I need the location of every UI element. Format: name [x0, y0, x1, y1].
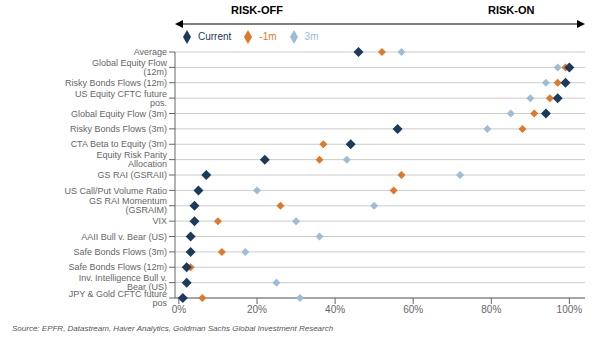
svg-text:JPY & Gold CFTC futurepos: JPY & Gold CFTC futurepos — [69, 289, 168, 308]
svg-text:Safe Bonds Flows (12m): Safe Bonds Flows (12m) — [68, 262, 167, 272]
svg-text:CTA Beta to Equity (3m): CTA Beta to Equity (3m) — [71, 139, 167, 149]
svg-text:Average: Average — [134, 47, 167, 57]
svg-text:Global Equity Flow(12m): Global Equity Flow(12m) — [92, 58, 168, 77]
svg-text:RISK-OFF: RISK-OFF — [231, 4, 283, 16]
svg-text:GS RAI Momentum(GSRAIM): GS RAI Momentum(GSRAIM) — [89, 196, 167, 215]
svg-text:Global Equity Flow (3m): Global Equity Flow (3m) — [71, 109, 167, 119]
svg-text:Equity Risk ParityAllocation: Equity Risk ParityAllocation — [96, 150, 167, 169]
svg-text:Safe Bonds Flows (3m): Safe Bonds Flows (3m) — [73, 247, 167, 257]
svg-text:US Equity CFTC futurepos.: US Equity CFTC futurepos. — [75, 89, 167, 108]
svg-text:RISK-ON: RISK-ON — [488, 4, 535, 16]
svg-text:100%: 100% — [557, 304, 583, 315]
svg-text:80%: 80% — [481, 304, 501, 315]
svg-text:0%: 0% — [172, 304, 187, 315]
svg-text:US Call/Put Volume Ratio: US Call/Put Volume Ratio — [64, 186, 167, 196]
svg-text:Risky Bonds Flows (3m): Risky Bonds Flows (3m) — [70, 124, 167, 134]
svg-text:GS RAI (GSRAII): GS RAI (GSRAII) — [97, 170, 167, 180]
svg-text:Risky Bonds Flows (12m): Risky Bonds Flows (12m) — [65, 78, 167, 88]
svg-text:40%: 40% — [325, 304, 345, 315]
svg-text:20%: 20% — [247, 304, 267, 315]
svg-text:AAII Bull v. Bear (US): AAII Bull v. Bear (US) — [81, 232, 167, 242]
svg-text:VIX: VIX — [152, 216, 167, 226]
svg-text:60%: 60% — [403, 304, 423, 315]
